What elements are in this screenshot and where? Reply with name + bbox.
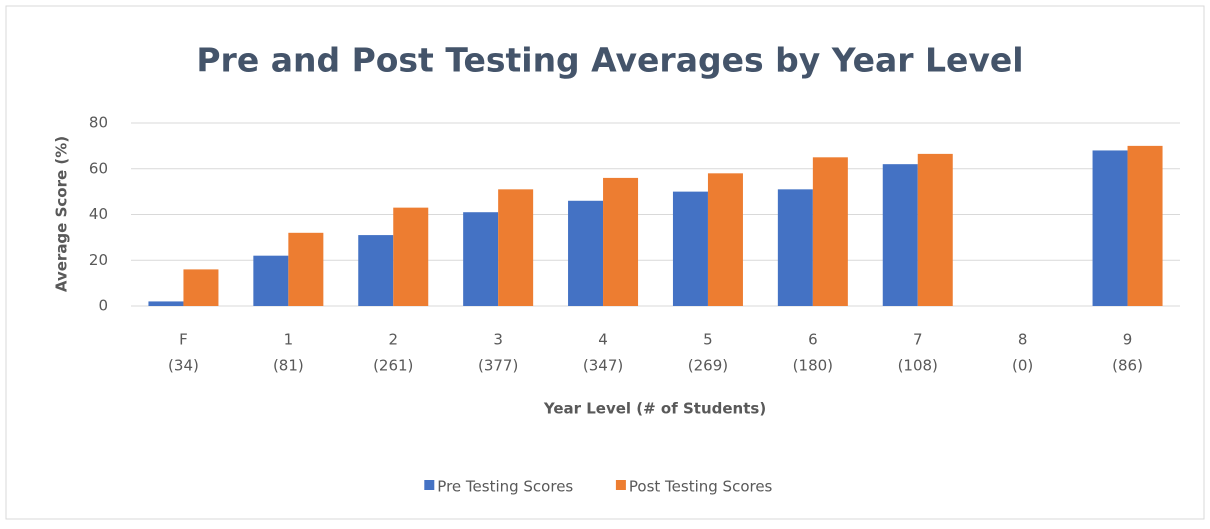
y-tick-label: 80 — [89, 114, 108, 132]
x-tick-label: 7 — [913, 331, 923, 349]
x-tick-label: (347) — [583, 357, 623, 375]
bar — [148, 301, 184, 306]
x-tick-label: F — [179, 331, 188, 349]
bar — [183, 269, 219, 306]
y-tick-label: 60 — [89, 159, 108, 177]
bar — [917, 153, 953, 306]
bar — [882, 164, 918, 306]
bar — [812, 157, 848, 306]
bar — [1092, 150, 1128, 306]
bar — [498, 189, 534, 306]
y-tick-label: 40 — [89, 205, 108, 223]
bar — [358, 235, 394, 306]
bar — [1127, 145, 1163, 306]
legend-swatch — [615, 480, 626, 490]
x-tick-label: (261) — [373, 357, 413, 375]
x-tick-label: 4 — [598, 331, 608, 349]
bar — [463, 212, 499, 306]
y-axis-label: Average Score (%) — [53, 136, 71, 292]
x-tick-label: (86) — [1112, 357, 1143, 375]
x-tick-label: 3 — [493, 331, 503, 349]
x-tick-label: (377) — [478, 357, 518, 375]
bar — [777, 189, 813, 306]
x-tick-label: 5 — [703, 331, 713, 349]
y-tick-label: 20 — [89, 251, 108, 269]
legend-swatch — [424, 480, 435, 490]
x-tick-label: (81) — [273, 357, 304, 375]
bar — [603, 177, 639, 306]
x-tick-label: 1 — [284, 331, 294, 349]
x-tick-label: 8 — [1018, 331, 1028, 349]
bar — [393, 207, 429, 306]
x-tick-label: (0) — [1012, 357, 1033, 375]
x-axis-label: Year Level (# of Students) — [543, 400, 766, 418]
bar — [707, 173, 743, 306]
x-tick-label: (34) — [168, 357, 199, 375]
x-tick-label: 6 — [808, 331, 818, 349]
x-tick-label: (180) — [793, 357, 833, 375]
x-tick-label: (108) — [898, 357, 938, 375]
legend-label: Post Testing Scores — [629, 478, 773, 496]
x-tick-label: 2 — [388, 331, 398, 349]
bar — [253, 255, 289, 306]
y-tick-label: 0 — [98, 297, 108, 315]
chart-title: Pre and Post Testing Averages by Year Le… — [196, 41, 1023, 80]
bar — [672, 191, 708, 306]
bar — [288, 232, 324, 306]
x-tick-label: (269) — [688, 357, 728, 375]
x-tick-label: 9 — [1123, 331, 1133, 349]
legend-label: Pre Testing Scores — [437, 478, 573, 496]
bar — [568, 200, 604, 306]
